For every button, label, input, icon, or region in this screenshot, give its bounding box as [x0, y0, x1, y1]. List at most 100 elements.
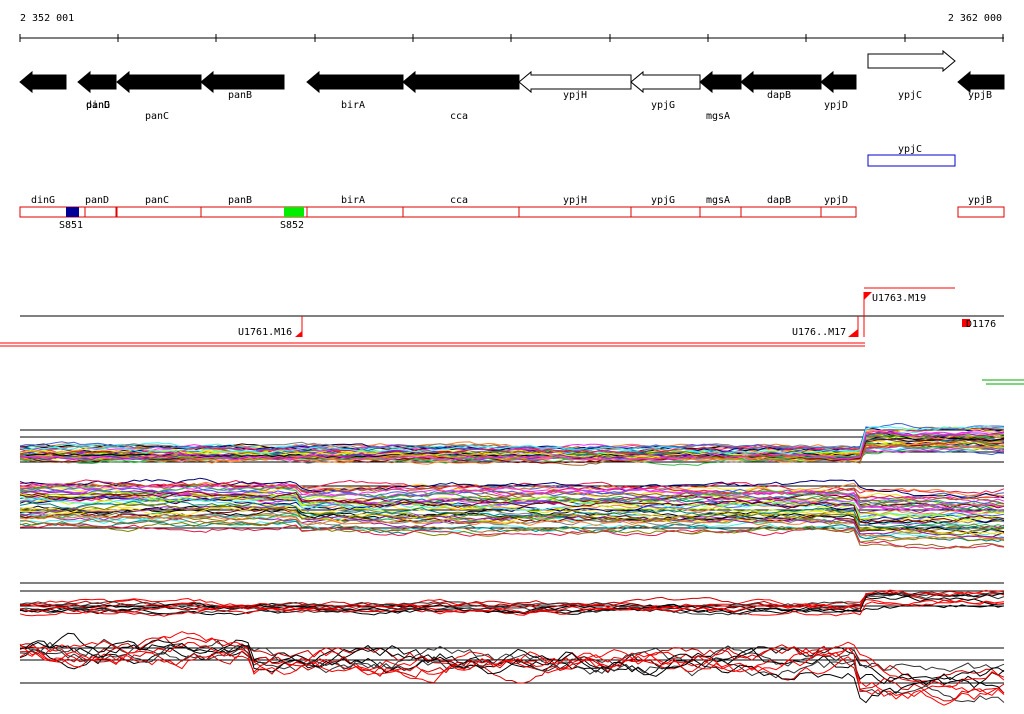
- gene-arrow-ypjG[interactable]: [630, 70, 701, 94]
- gene-arrow-ypjH[interactable]: [518, 70, 632, 94]
- gene-box-label-panD: panD: [85, 195, 109, 206]
- gene-label-panC: panC: [145, 111, 169, 122]
- marker-flag-m16: [295, 331, 302, 337]
- gene-box-dapB[interactable]: [740, 206, 822, 218]
- gene-arrow-birA[interactable]: [306, 70, 404, 94]
- expression-series: [19, 422, 1005, 452]
- gene-box-birA[interactable]: [306, 206, 404, 218]
- expression-series: [19, 495, 1005, 523]
- gene-label-mgsA: mgsA: [706, 111, 730, 122]
- gene-box-label-ypjB: ypjB: [968, 195, 992, 206]
- gene-label-ypjH: ypjH: [563, 90, 587, 101]
- gene-label-ypjC: ypjC: [898, 90, 922, 101]
- signal-track-upper: [19, 582, 1005, 617]
- marker-label-0[interactable]: U1761.M16: [238, 327, 292, 338]
- expression-series: [19, 477, 1005, 499]
- signal-track-lower: [19, 631, 1005, 706]
- marker-flag-m17: [848, 329, 858, 337]
- gene-box-label-ypjD: ypjD: [824, 195, 848, 206]
- expression-series: [19, 508, 1005, 534]
- gene-arrow-ypjC[interactable]: [867, 49, 956, 73]
- expression-series: [19, 431, 1005, 461]
- gene-arrow-panD[interactable]: [77, 70, 117, 94]
- gene-label-panD: panD: [86, 100, 110, 111]
- gene-box-label-panB: panB: [228, 195, 252, 206]
- gene-box-mgsA[interactable]: [699, 206, 742, 218]
- ruler-start-label: 2 352 001: [20, 13, 75, 24]
- gene-box-ypjB[interactable]: [957, 206, 1005, 218]
- gene-box-panC[interactable]: [116, 206, 202, 218]
- expression-series: [19, 592, 1005, 614]
- site-label-S852: S852: [280, 220, 304, 231]
- marker-label-1[interactable]: U1763.M19: [872, 293, 926, 304]
- expression-series: [19, 595, 1005, 616]
- expression-series: [19, 513, 1005, 540]
- site-S851: [66, 207, 79, 217]
- expression-series: [19, 517, 1005, 539]
- marker-flag-m19: [864, 292, 872, 300]
- gene-box-ypjG[interactable]: [630, 206, 701, 218]
- expression-series: [20, 439, 1005, 466]
- gene-box-label-ypjG: ypjG: [651, 195, 675, 206]
- gene-box-label-mgsA: mgsA: [706, 195, 730, 206]
- marker-track[interactable]: U1761.M16 U1763.M19 U176..M17 D1176: [0, 287, 1024, 385]
- expression-series: [19, 429, 1005, 461]
- gene-box-label-birA: birA: [341, 195, 365, 206]
- expression-series: [19, 432, 1005, 463]
- expression-series: [19, 482, 1005, 505]
- expression-series: [19, 490, 1005, 524]
- expression-series: [19, 635, 1005, 687]
- ruler-end-label: 2 362 000: [947, 13, 1002, 24]
- expression-series: [19, 632, 1005, 686]
- expression-series: [19, 591, 1005, 609]
- gene-label-ypjG: ypjG: [651, 100, 675, 111]
- gene-box-label-panC: panC: [145, 195, 169, 206]
- gene-box-label-dinG: dinG: [31, 195, 55, 206]
- expression-series: [19, 591, 1005, 616]
- gene-box-cca[interactable]: [402, 206, 520, 218]
- gene-arrow-dinG[interactable]: [19, 70, 67, 94]
- gene-box-panD[interactable]: [84, 206, 117, 218]
- marker-label-3[interactable]: D1176: [966, 319, 996, 330]
- gene-arrow-panC[interactable]: [116, 70, 202, 94]
- expression-series: [19, 641, 1005, 706]
- expression-series: [19, 483, 1005, 510]
- gene-box-track[interactable]: dinG panD panC panB birA cca ypjH ypjG mgsA dapB y…: [19, 195, 1005, 231]
- gene-label-dapB: dapB: [767, 90, 791, 101]
- site-label-S851: S851: [59, 220, 83, 231]
- expression-series: [20, 485, 1005, 513]
- gene-arrow-dapB[interactable]: [740, 70, 822, 94]
- expression-series: [19, 631, 1005, 698]
- gene-label-panB: panB: [228, 90, 252, 101]
- gene-box-ypjD[interactable]: [820, 206, 857, 218]
- gene-box-label-ypjH: ypjH: [563, 195, 587, 206]
- marker-label-2[interactable]: U176..M17: [792, 327, 846, 338]
- gene-label-cca: cca: [450, 111, 468, 122]
- ypjc-blue-box: [867, 154, 956, 167]
- gene-arrow-ypjD[interactable]: [820, 70, 857, 94]
- gene-label-ypjD: ypjD: [824, 100, 848, 111]
- gene-box-ypjH[interactable]: [518, 206, 632, 218]
- gene-box-label-dapB: dapB: [767, 195, 791, 206]
- gene-arrow-mgsA[interactable]: [699, 70, 742, 94]
- expression-series: [19, 645, 1005, 702]
- ypjc-blue-label: ypjC: [898, 144, 922, 155]
- marker-box-d1176: [962, 319, 970, 327]
- gene-arrow-ypjB[interactable]: [957, 70, 1005, 94]
- ypjc-annotation-track: ypjC: [867, 144, 956, 167]
- expression-track-lower: [19, 477, 1005, 550]
- gene-box-label-cca: cca: [450, 195, 468, 206]
- expression-series: [19, 489, 1005, 514]
- expression-series: [19, 479, 1005, 501]
- gene-label-birA: birA: [341, 100, 365, 111]
- expression-series: [19, 503, 1005, 524]
- gene-arrow-cca[interactable]: [402, 70, 520, 94]
- expression-series: [19, 503, 1005, 536]
- expression-series: [19, 589, 1005, 615]
- gene-arrow-panB[interactable]: [200, 70, 285, 94]
- expression-series: [19, 500, 1005, 531]
- expression-series: [19, 425, 1005, 455]
